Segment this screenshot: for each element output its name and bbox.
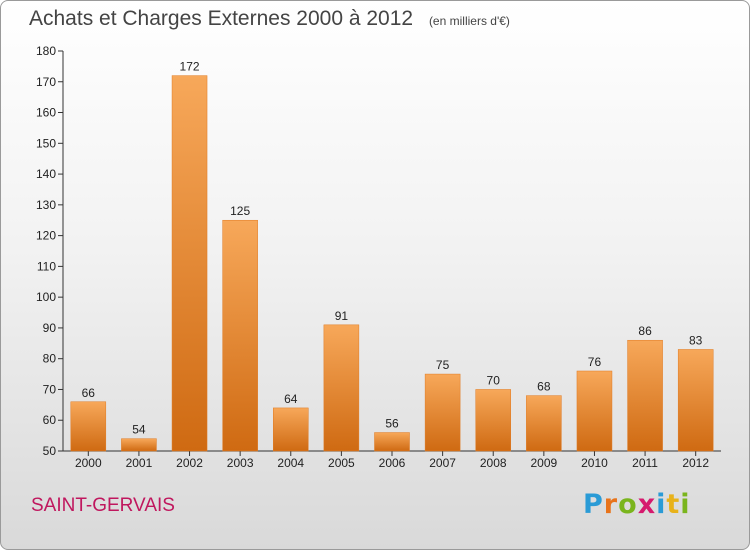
bar-2012 (677, 349, 714, 452)
data-label-2004: 64 (284, 392, 298, 406)
x-tick-label-2007: 2007 (429, 456, 456, 470)
x-tick-label-2000: 2000 (75, 456, 102, 470)
y-tick-label: 160 (36, 106, 56, 120)
logo-letter: t (666, 489, 681, 520)
y-tick-label: 180 (36, 44, 56, 58)
x-tick-label-2008: 2008 (480, 456, 507, 470)
bar-2007 (424, 373, 461, 452)
y-tick-label: 70 (43, 382, 57, 396)
x-tick-label-2010: 2010 (581, 456, 608, 470)
chart-subtitle: (en milliers d'€) (428, 14, 510, 28)
bar-2003 (222, 219, 258, 452)
y-tick-label: 50 (43, 444, 57, 458)
data-label-2009: 68 (537, 380, 551, 394)
bar-2004 (273, 407, 309, 452)
x-tick-label-2002: 2002 (176, 456, 203, 470)
y-tick-label: 100 (36, 290, 56, 304)
logo-letter: r (603, 489, 619, 520)
data-label-2003: 125 (230, 204, 250, 218)
data-label-2008: 70 (487, 373, 501, 387)
data-label-2000: 66 (82, 386, 96, 400)
data-label-2002: 172 (180, 60, 200, 74)
y-tick-label: 120 (36, 229, 56, 243)
y-tick-label: 130 (36, 198, 56, 212)
chart-title: Achats et Charges Externes 2000 à 2012 (29, 7, 414, 30)
bar-2009 (526, 395, 562, 452)
x-tick-label-2012: 2012 (682, 456, 709, 470)
data-label-2001: 54 (132, 423, 146, 437)
bar-2000 (70, 401, 107, 452)
data-label-2007: 75 (436, 358, 450, 372)
bar-2008 (475, 389, 511, 452)
data-label-2005: 91 (335, 309, 349, 323)
bar-2002 (171, 75, 208, 452)
y-tick-label: 110 (37, 259, 56, 273)
bar-2011 (627, 339, 663, 452)
chart-title-row: Achats et Charges Externes 2000 à 2012 (… (29, 7, 510, 31)
bar-2010 (576, 370, 613, 452)
proxiti-logo: Proxiti (583, 489, 691, 520)
data-label-2012: 83 (689, 333, 703, 347)
logo-letter: i (680, 489, 691, 520)
data-label-2006: 56 (385, 417, 399, 431)
y-tick-label: 80 (43, 352, 57, 366)
y-tick-label: 150 (36, 136, 56, 150)
bar-2005 (323, 324, 360, 452)
y-tick-label: 170 (36, 75, 56, 89)
logo-letter: o (618, 489, 638, 520)
bar-chart: 50 60 70 80 90 100 110 120 130 140 150 160 170 180 200… (36, 44, 721, 470)
logo-letter: P (583, 489, 604, 520)
commune-name: SAINT-GERVAIS (31, 495, 175, 516)
x-tick-label-2005: 2005 (328, 456, 355, 470)
y-tick-label: 90 (43, 321, 57, 335)
y-tick-label: 60 (43, 413, 57, 427)
x-tick-label-2006: 2006 (379, 456, 406, 470)
bar-2006 (374, 432, 410, 452)
x-tick-label-2009: 2009 (530, 456, 557, 470)
logo-letter: x (637, 489, 657, 520)
x-tick-label-2011: 2011 (632, 456, 658, 470)
bar-2001 (121, 438, 157, 452)
data-label-2011: 86 (638, 324, 652, 338)
x-tick-label-2004: 2004 (277, 456, 304, 470)
x-tick-label-2003: 2003 (227, 456, 254, 470)
axes: 50 60 70 80 90 100 110 120 130 140 150 160 170 180 200… (36, 44, 721, 470)
logo-letter: i (656, 489, 667, 520)
y-tick-label: 140 (36, 167, 56, 181)
data-label-2010: 76 (588, 355, 602, 369)
bars: 66 54 172 125 64 91 56 75 70 68 76 86 83 (70, 60, 714, 452)
x-tick-label-2001: 2001 (126, 456, 153, 470)
